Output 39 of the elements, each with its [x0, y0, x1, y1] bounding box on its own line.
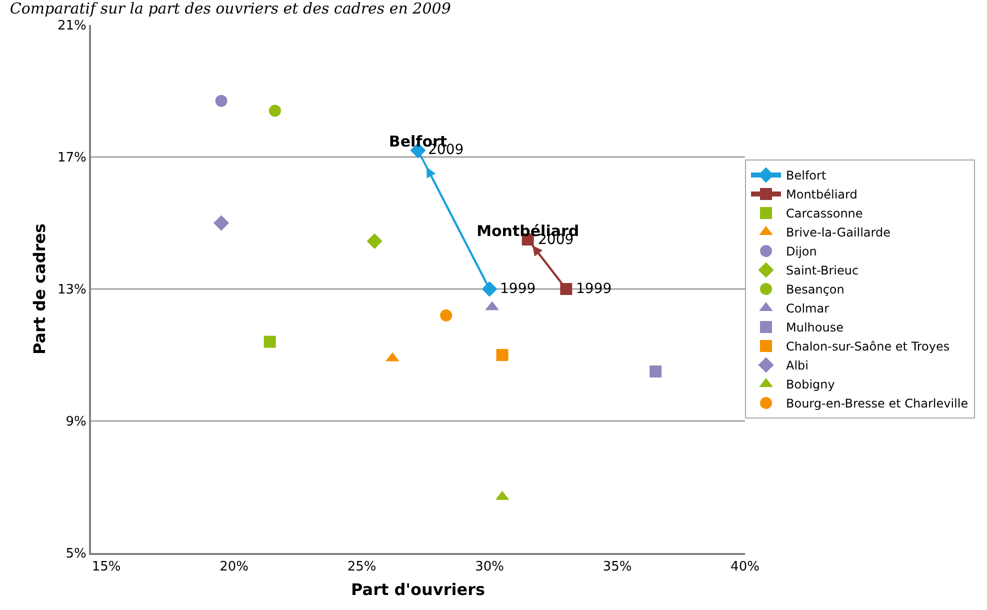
legend-label: Montbéliard — [786, 188, 858, 202]
annotation: 1999 — [576, 281, 612, 297]
legend-label: Bourg-en-Bresse et Charleville — [786, 396, 968, 411]
point — [482, 281, 498, 297]
point — [650, 366, 662, 378]
legend-label: Belfort — [786, 168, 826, 183]
y-tick-label: 13% — [57, 282, 86, 298]
x-tick-label: 25% — [347, 560, 376, 575]
y-tick-label: 17% — [57, 150, 86, 166]
legend-label: Albi — [786, 358, 808, 373]
legend-label: Mulhouse — [786, 320, 844, 335]
point — [496, 349, 508, 361]
legend-label: Besançon — [786, 282, 844, 297]
legend-label: Colmar — [786, 302, 830, 316]
point — [215, 94, 228, 107]
point — [264, 336, 276, 348]
y-tick-label: 5% — [66, 546, 86, 562]
x-tick-label: 40% — [730, 560, 760, 575]
chart-title: Comparatif sur la part des ouvriers et des cadres en 2009 — [10, 0, 452, 18]
y-tick-label: 21% — [57, 18, 86, 34]
legend-label: Chalon-sur-Saône et Troyes — [786, 340, 950, 354]
legend-label: Bobigny — [786, 378, 835, 392]
x-tick-label: 20% — [220, 560, 249, 575]
y-axis-title: Part de cadres — [30, 223, 49, 355]
legend-label: Brive-la-Gaillarde — [786, 226, 891, 240]
legend-label: Carcassonne — [786, 206, 863, 221]
point — [560, 283, 572, 295]
x-tick-label: 35% — [602, 560, 632, 575]
annotation: 1999 — [500, 281, 536, 297]
y-tick-label: 9% — [66, 414, 86, 430]
x-tick-label: 30% — [475, 560, 504, 575]
legend-label: Saint-Brieuc — [786, 264, 859, 278]
point — [440, 309, 452, 322]
point — [366, 233, 382, 249]
x-axis-title: Part d'ouvriers — [350, 580, 486, 599]
x-tick-label: 15% — [92, 560, 121, 575]
legend-label: Dijon — [786, 244, 817, 259]
point — [268, 104, 281, 117]
point — [213, 215, 230, 231]
